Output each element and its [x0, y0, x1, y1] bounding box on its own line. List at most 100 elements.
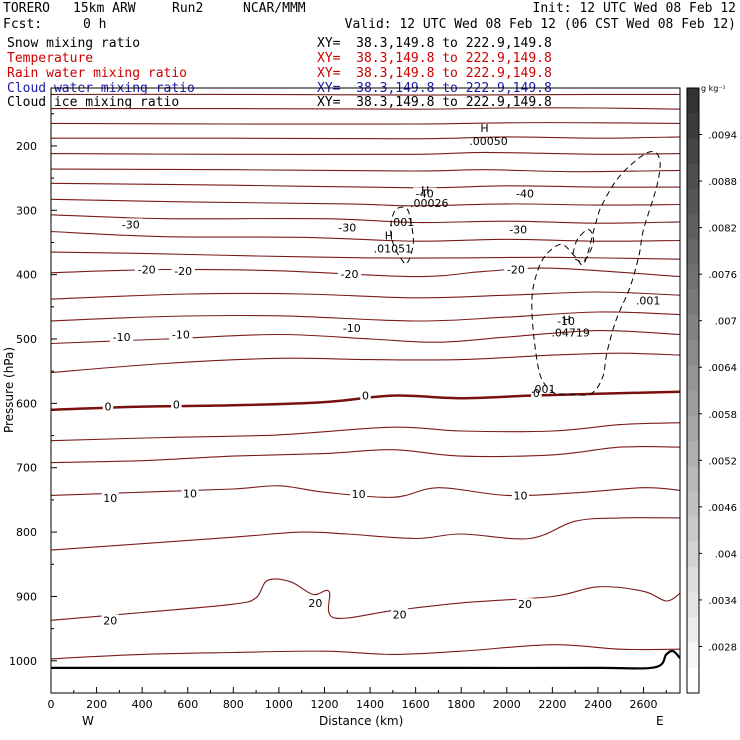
cloud-ice-max-value-0: .00050 [469, 135, 508, 148]
x-tick-label: 2400 [584, 698, 612, 711]
field-xy-rain: XY= 38.3,149.8 to 222.9,149.8 [317, 66, 552, 81]
temperature-label-bg [101, 614, 119, 627]
temperature-label-13: 0 [104, 401, 111, 414]
temperature-label-bg [504, 263, 528, 276]
temperature-label-19: 10 [352, 488, 366, 501]
terrain-surface [50, 649, 681, 670]
temperature-label-bg [516, 598, 534, 611]
colorbar-swatch [687, 214, 699, 240]
temperature-label-1: -40 [516, 188, 534, 201]
temperature-label-12: -10 [557, 315, 575, 328]
run-name: Run2 [172, 1, 204, 16]
temperature-label-22: 20 [308, 597, 322, 610]
x-tick-label: 2000 [493, 698, 521, 711]
temperature-label-23: 20 [393, 608, 407, 621]
temperature-label-bg [391, 608, 409, 621]
x-end-label-east: E [656, 714, 664, 728]
isotherm-4 [50, 151, 681, 156]
cloud-ice-max-value-2: .01051 [374, 243, 413, 256]
isotherm-9 [50, 230, 681, 242]
temperature-labels: -40 -40 -30 -30 -30 -20 -20 -20 -20 -10 -10 -10 -10 0… [101, 187, 578, 627]
colorbar-swatch [687, 491, 699, 518]
isotherm-0 [50, 93, 681, 96]
field-label-snow: Snow mixing ratio [7, 36, 141, 51]
y-axis-title: Pressure (hPa) [2, 346, 16, 434]
cloud-ice-contour-0 [531, 151, 661, 396]
colorbar-swatch [687, 289, 699, 316]
colorbar-swatch [687, 365, 699, 391]
y-tick-label: 1000 [9, 655, 37, 668]
x-tick-label: 600 [177, 698, 198, 711]
isotherm-7 [50, 198, 681, 207]
colorbar-swatch [687, 390, 699, 417]
isotherm-14 [50, 330, 681, 345]
x-tick-label: 1000 [265, 698, 293, 711]
colorbar-swatch [687, 466, 699, 492]
colorbar-frame [686, 87, 700, 694]
init-time: Init: 12 UTC Wed 08 Feb 12 [532, 1, 737, 16]
x-tick-label: 1200 [310, 698, 338, 711]
isotherm-17 [50, 422, 681, 442]
temperature-label-bg [513, 187, 537, 200]
temperature-label-8: -20 [507, 264, 525, 277]
temperature-label-bg [102, 400, 114, 413]
temperature-label-0: -40 [416, 188, 434, 201]
y-tick-label: 500 [16, 333, 37, 346]
temperature-label-bg [119, 218, 143, 231]
y-tick-label: 900 [16, 590, 37, 603]
temperature-label-bg [337, 268, 362, 281]
temperature-label-4: -30 [509, 224, 527, 237]
x-tick-label: 1600 [402, 698, 430, 711]
colorbar-swatch [687, 188, 699, 215]
x-tick-label: 2600 [630, 698, 658, 711]
forecast-value: 0 h [83, 17, 107, 32]
colorbar-tick-label: .0094 [708, 131, 737, 142]
field-xy-temperature: XY= 38.3,149.8 to 222.9,149.8 [317, 51, 552, 66]
colorbar-swatch [687, 138, 699, 165]
colorbar-swatch [687, 516, 699, 543]
temperature-label-10: -10 [172, 329, 190, 342]
colorbar-swatch [687, 415, 699, 442]
temperature-label-bg [531, 387, 542, 400]
temperature-label-3: -30 [338, 222, 356, 235]
field-label-cloud-ice: Cloud ice mixing ratio [7, 95, 180, 110]
plot-frame [50, 87, 681, 694]
colorbar: .0094 .0088 .0082 .0076 .007 .0064 .0058 .0052.… [686, 87, 737, 694]
cloud-ice-contour-label-0: .001 [636, 294, 661, 307]
model-name: TORERO [3, 1, 50, 16]
temperature-label-16: 0 [533, 387, 540, 400]
colorbar-swatch [687, 667, 699, 694]
colorbar-swatch [687, 617, 699, 644]
colorbar-tick-label: .0052 [708, 456, 737, 467]
temperature-label-bg [101, 491, 119, 504]
y-tick-label: 800 [16, 526, 37, 539]
colorbar-swatch [687, 592, 699, 618]
temperature-label-bg [350, 488, 368, 501]
temperature-label-21: 20 [103, 614, 117, 627]
temperature-label-bg [169, 328, 193, 341]
valid-time: Valid: 12 UTC Wed 08 Feb 12 (06 CST Wed … [344, 17, 736, 32]
isotherm-20 [50, 517, 681, 551]
isotherm-15 [50, 352, 681, 374]
forecast-label: Fcst: [3, 17, 43, 32]
temperature-label-11: -10 [343, 322, 361, 335]
colorbar-swatch [687, 113, 699, 139]
isotherm-22 [50, 644, 681, 660]
colorbar-swatch [687, 566, 699, 593]
cloud-ice-max-value-1: .00026 [410, 197, 449, 210]
x-tick-label: 1800 [447, 698, 475, 711]
y-tick-label: 600 [16, 397, 37, 410]
colorbar-swatch [687, 264, 699, 291]
colorbar-swatch [687, 541, 699, 568]
colorbar-swatch [687, 440, 699, 467]
cloud-ice-max-mark-3: H [562, 313, 570, 326]
field-xy-snow: XY= 38.3,149.8 to 222.9,149.8 [317, 36, 552, 51]
colorbar-swatch [687, 239, 699, 265]
field-label-rain: Rain water mixing ratio [7, 66, 188, 81]
cloud-ice-contour-1 [390, 206, 414, 264]
isotherm-1 [50, 107, 681, 110]
colorbar-tick-label: .004 [715, 549, 737, 560]
temperature-label-14: 0 [173, 399, 180, 412]
colorbar-tick-label: .0082 [708, 224, 737, 235]
temperature-label-7: -20 [341, 268, 359, 281]
